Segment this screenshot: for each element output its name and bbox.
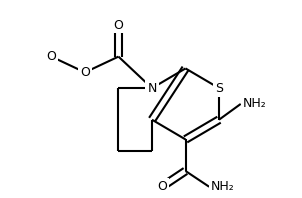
Text: O: O [47, 50, 56, 63]
Text: O: O [114, 19, 124, 31]
Text: NH₂: NH₂ [243, 97, 266, 110]
Text: N: N [147, 82, 157, 95]
Text: O: O [157, 180, 167, 193]
Text: NH₂: NH₂ [211, 180, 235, 193]
Text: O: O [80, 66, 90, 79]
Text: S: S [215, 82, 223, 95]
